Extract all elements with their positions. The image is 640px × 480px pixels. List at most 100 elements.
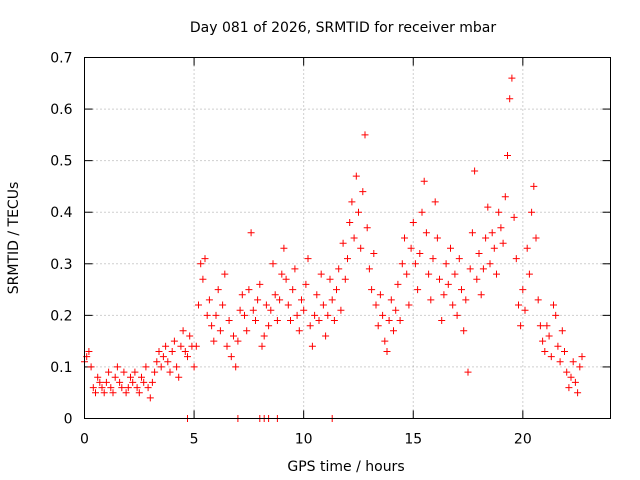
data-point xyxy=(444,280,452,288)
data-point xyxy=(164,358,172,366)
data-point xyxy=(440,291,448,299)
data-point xyxy=(363,224,371,232)
data-point xyxy=(438,317,446,324)
x-axis-label: GPS time / hours xyxy=(287,459,404,475)
data-point xyxy=(256,280,264,288)
data-point xyxy=(379,311,387,319)
data-point xyxy=(308,342,316,350)
data-point xyxy=(460,327,468,335)
data-point xyxy=(102,378,110,386)
data-point xyxy=(87,363,95,371)
data-point xyxy=(458,286,465,294)
grid xyxy=(84,57,611,419)
data-point xyxy=(324,311,332,319)
data-point xyxy=(181,348,189,355)
data-point xyxy=(219,301,227,309)
data-point xyxy=(109,389,117,397)
data-point xyxy=(322,332,330,340)
data-point xyxy=(372,301,380,309)
data-point xyxy=(94,373,102,381)
data-point xyxy=(501,193,509,201)
data-point xyxy=(433,234,441,242)
data-point xyxy=(175,373,183,381)
data-point xyxy=(339,239,347,247)
data-point xyxy=(311,311,319,319)
y-axis-label: SRMTID / TECUs xyxy=(6,182,22,295)
data-point xyxy=(565,384,573,392)
data-point xyxy=(398,260,406,268)
data-point xyxy=(370,250,378,257)
plot-frame xyxy=(84,57,611,419)
data-point xyxy=(293,311,301,319)
y-tick-label: 0.6 xyxy=(50,102,72,118)
data-point xyxy=(525,270,533,278)
data-point xyxy=(493,270,500,278)
data-point xyxy=(282,275,290,283)
data-point xyxy=(232,363,240,371)
data-point xyxy=(468,229,476,237)
data-point xyxy=(304,255,312,263)
data-point xyxy=(488,229,496,237)
data-point xyxy=(401,234,408,242)
data-point xyxy=(127,373,134,381)
data-point xyxy=(387,296,395,304)
data-point xyxy=(155,348,163,355)
data-point xyxy=(344,255,351,263)
data-point xyxy=(427,296,435,304)
data-point xyxy=(133,384,141,392)
x-tick-label: 15 xyxy=(404,432,422,448)
data-point xyxy=(534,296,542,304)
data-point xyxy=(197,260,205,268)
data-point xyxy=(317,270,325,278)
data-point xyxy=(337,306,345,314)
data-point xyxy=(173,363,181,371)
data-point xyxy=(541,348,549,355)
data-point xyxy=(451,270,459,278)
data-point xyxy=(148,378,156,386)
data-point xyxy=(486,260,494,268)
tick-labels: 0 0.1 0.2 0.3 0.4 0.5 0.6 0.7 0 5 10 15 20 xyxy=(50,51,532,448)
data-point xyxy=(453,311,461,319)
data-point xyxy=(205,296,213,304)
data-point xyxy=(271,291,279,299)
data-point xyxy=(466,265,474,273)
data-point xyxy=(199,275,207,283)
data-point xyxy=(107,384,115,392)
data-point xyxy=(142,363,150,371)
data-point xyxy=(383,348,391,355)
data-point xyxy=(532,234,540,242)
data-point xyxy=(333,286,340,294)
data-point xyxy=(243,327,251,335)
data-point xyxy=(269,260,277,268)
data-point xyxy=(210,337,218,345)
data-point xyxy=(153,358,161,366)
data-point xyxy=(221,270,229,278)
data-point xyxy=(89,384,97,392)
data-point xyxy=(223,342,231,350)
data-point xyxy=(528,208,536,216)
data-point xyxy=(192,342,200,350)
data-point xyxy=(98,384,106,392)
y-tick-label: 0.7 xyxy=(50,51,72,67)
data-point xyxy=(262,301,270,309)
data-point xyxy=(116,378,124,386)
data-point xyxy=(319,301,327,309)
data-point xyxy=(431,198,439,206)
data-point xyxy=(254,296,262,304)
data-point xyxy=(392,306,400,314)
data-point xyxy=(376,291,384,299)
data-point xyxy=(166,368,174,376)
data-point xyxy=(179,327,187,335)
data-point xyxy=(276,296,284,304)
data-point xyxy=(365,265,373,273)
y-tick-label: 0.1 xyxy=(50,360,72,376)
data-point xyxy=(545,332,553,340)
data-point xyxy=(515,301,522,309)
data-point xyxy=(447,244,454,252)
data-point xyxy=(135,389,143,397)
data-point xyxy=(490,244,498,252)
data-point xyxy=(357,244,365,252)
data-point xyxy=(479,265,487,273)
data-point xyxy=(368,286,376,294)
